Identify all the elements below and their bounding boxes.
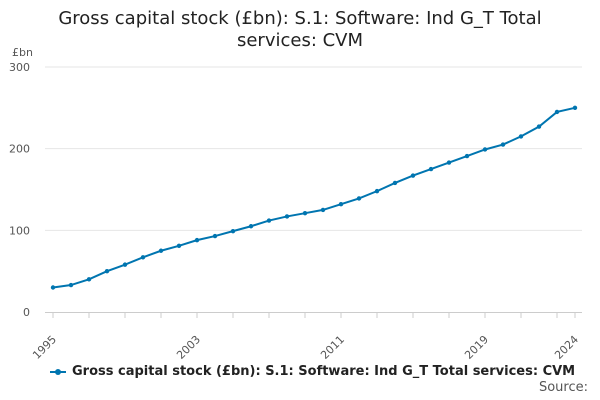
legend-label: Gross capital stock (£bn): S.1: Software… [72, 364, 576, 379]
chart-title: Gross capital stock (£bn): S.1: Software… [0, 8, 600, 52]
x-tick-label: 2011 [318, 333, 347, 362]
y-tick-label: 300 [9, 61, 30, 74]
y-tick-label: 0 [23, 306, 30, 319]
data-point [68, 282, 74, 288]
x-tick-label: 2019 [462, 333, 491, 362]
y-tick-label: 200 [9, 143, 30, 156]
data-point [266, 218, 272, 223]
data-point [464, 153, 470, 159]
data-point [482, 147, 488, 152]
data-point [374, 188, 380, 194]
data-point [320, 207, 326, 213]
series-layer [50, 105, 578, 290]
legend: Gross capital stock (£bn): S.1: Software… [50, 364, 575, 379]
x-tick-label: 2024 [552, 333, 581, 362]
data-point [338, 202, 344, 207]
x-tick-label: 1995 [30, 333, 59, 362]
data-point [518, 134, 524, 139]
data-point [212, 233, 218, 239]
data-point [122, 262, 128, 267]
data-point [554, 109, 560, 115]
data-point [536, 124, 542, 129]
legend-swatch [50, 368, 66, 375]
y-tick-label: 100 [9, 224, 30, 237]
data-point [428, 166, 434, 172]
data-point [392, 180, 398, 186]
data-point [356, 196, 362, 201]
x-tick-label: 2003 [174, 333, 203, 362]
data-point [248, 224, 254, 229]
series-line [52, 106, 576, 289]
data-point [86, 277, 92, 282]
source-label: Source: [538, 380, 588, 395]
data-point [230, 228, 236, 234]
data-point [194, 237, 200, 243]
data-point [572, 105, 578, 111]
data-point [446, 160, 452, 165]
data-point [176, 243, 182, 249]
data-point [500, 142, 506, 147]
data-point [104, 268, 110, 274]
data-point [284, 214, 290, 219]
chart-title-line-1: Gross capital stock (£bn): S.1: Software… [58, 8, 542, 29]
data-point [410, 173, 416, 178]
axes: 0 100 200 300 1995 2003 2011 2019 2024 [9, 61, 582, 362]
data-point [50, 285, 56, 290]
y-axis-unit-label: £bn [12, 46, 33, 59]
data-point [158, 248, 164, 253]
data-point [302, 210, 308, 216]
gridlines [45, 66, 582, 231]
chart-title-line-2: services: CVM [236, 30, 364, 51]
data-point [140, 255, 146, 260]
